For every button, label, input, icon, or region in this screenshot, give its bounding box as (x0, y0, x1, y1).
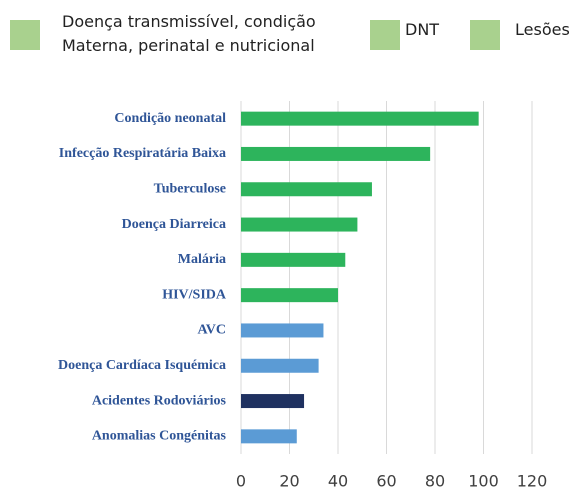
legend-line: Materna, perinatal e nutricional (62, 36, 315, 55)
bar (241, 146, 431, 161)
bar (241, 252, 346, 267)
x-tick-label: 0 (236, 472, 246, 491)
y-tick-label: Tuberculose (154, 181, 226, 196)
y-tick-label: Anomalias Congénitas (92, 429, 227, 444)
x-tick-label: 20 (279, 472, 299, 491)
bar (241, 288, 338, 303)
y-tick-label: Infecção Respiratária Baixa (59, 146, 226, 161)
legend-line: Doença transmissível, condição (62, 12, 316, 31)
bar (241, 217, 358, 232)
x-tick-label: 80 (425, 472, 445, 491)
legend-label: Doença transmissível, condição Materna, p… (62, 12, 316, 55)
y-tick-label: Doença Cardíaca Isquémica (58, 358, 226, 373)
x-tick-label: 40 (328, 472, 348, 491)
bar (241, 394, 305, 409)
legend-swatch (470, 20, 500, 50)
legend-line: Lesões (515, 20, 570, 39)
bar (241, 323, 324, 338)
y-tick-label: Malária (178, 252, 226, 267)
y-tick-label: HIV/SIDA (162, 287, 227, 302)
legend-line: DNT (405, 20, 439, 39)
legend-swatch (370, 20, 400, 50)
x-tick-label: 60 (376, 472, 396, 491)
y-tick-label: AVC (197, 323, 226, 338)
legend-label: Lesões (515, 20, 570, 39)
y-tick-label: Doença Diarreica (122, 217, 226, 232)
legend-label: DNT (405, 20, 439, 39)
bar (241, 358, 319, 373)
legend-swatch (10, 20, 40, 50)
bar (241, 429, 297, 444)
x-tick-label: 100 (468, 472, 499, 491)
x-tick-label: 120 (517, 472, 548, 491)
bar (241, 111, 479, 126)
y-tick-label: Acidentes Rodoviários (92, 393, 227, 408)
bar (241, 182, 372, 197)
y-tick-label: Condição neonatal (114, 111, 226, 126)
